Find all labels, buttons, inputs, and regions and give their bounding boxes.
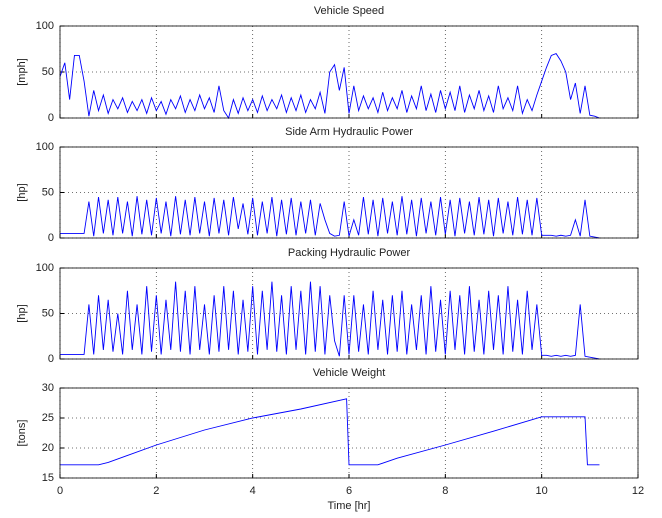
y-axis-label: [mph] [16,58,28,86]
y-tick-label: 0 [48,232,54,244]
y-axis-label: [tons] [16,420,28,447]
data-line [60,281,600,360]
axes-frame [59,25,639,119]
x-tick-label: 4 [250,485,256,497]
y-tick-label: 50 [42,186,54,198]
x-tick-label: 0 [57,485,63,497]
y-axis-label: [hp] [16,183,28,201]
y-tick-label: 20 [42,442,54,454]
axes-frame [59,267,639,360]
y-tick-label: 100 [36,141,54,153]
subplot-title: Packing Hydraulic Power [288,247,411,259]
data-line [60,398,600,466]
subplot-title: Side Arm Hydraulic Power [285,126,413,138]
data-line [59,53,600,120]
x-tick-label: 12 [632,485,644,497]
x-tick-label: 8 [442,485,448,497]
y-tick-label: 100 [36,20,54,32]
axes-frame [59,146,639,239]
data-line [60,196,600,239]
subplot-title: Vehicle Speed [314,5,384,17]
y-tick-label: 0 [48,353,54,365]
y-tick-label: 100 [36,262,54,274]
x-tick-label: 10 [536,485,548,497]
x-tick-label: 6 [346,485,352,497]
y-tick-label: 30 [42,382,54,394]
y-tick-label: 25 [42,412,54,424]
x-tick-label: 2 [153,485,159,497]
y-tick-label: 0 [48,112,54,124]
x-axis-label: Time [hr] [328,500,371,512]
axes-frame [59,387,639,479]
subplot-title: Vehicle Weight [313,367,386,379]
y-axis-label: [hp] [16,304,28,322]
y-tick-label: 50 [42,66,54,78]
y-tick-label: 50 [42,307,54,319]
y-tick-label: 15 [42,472,54,484]
